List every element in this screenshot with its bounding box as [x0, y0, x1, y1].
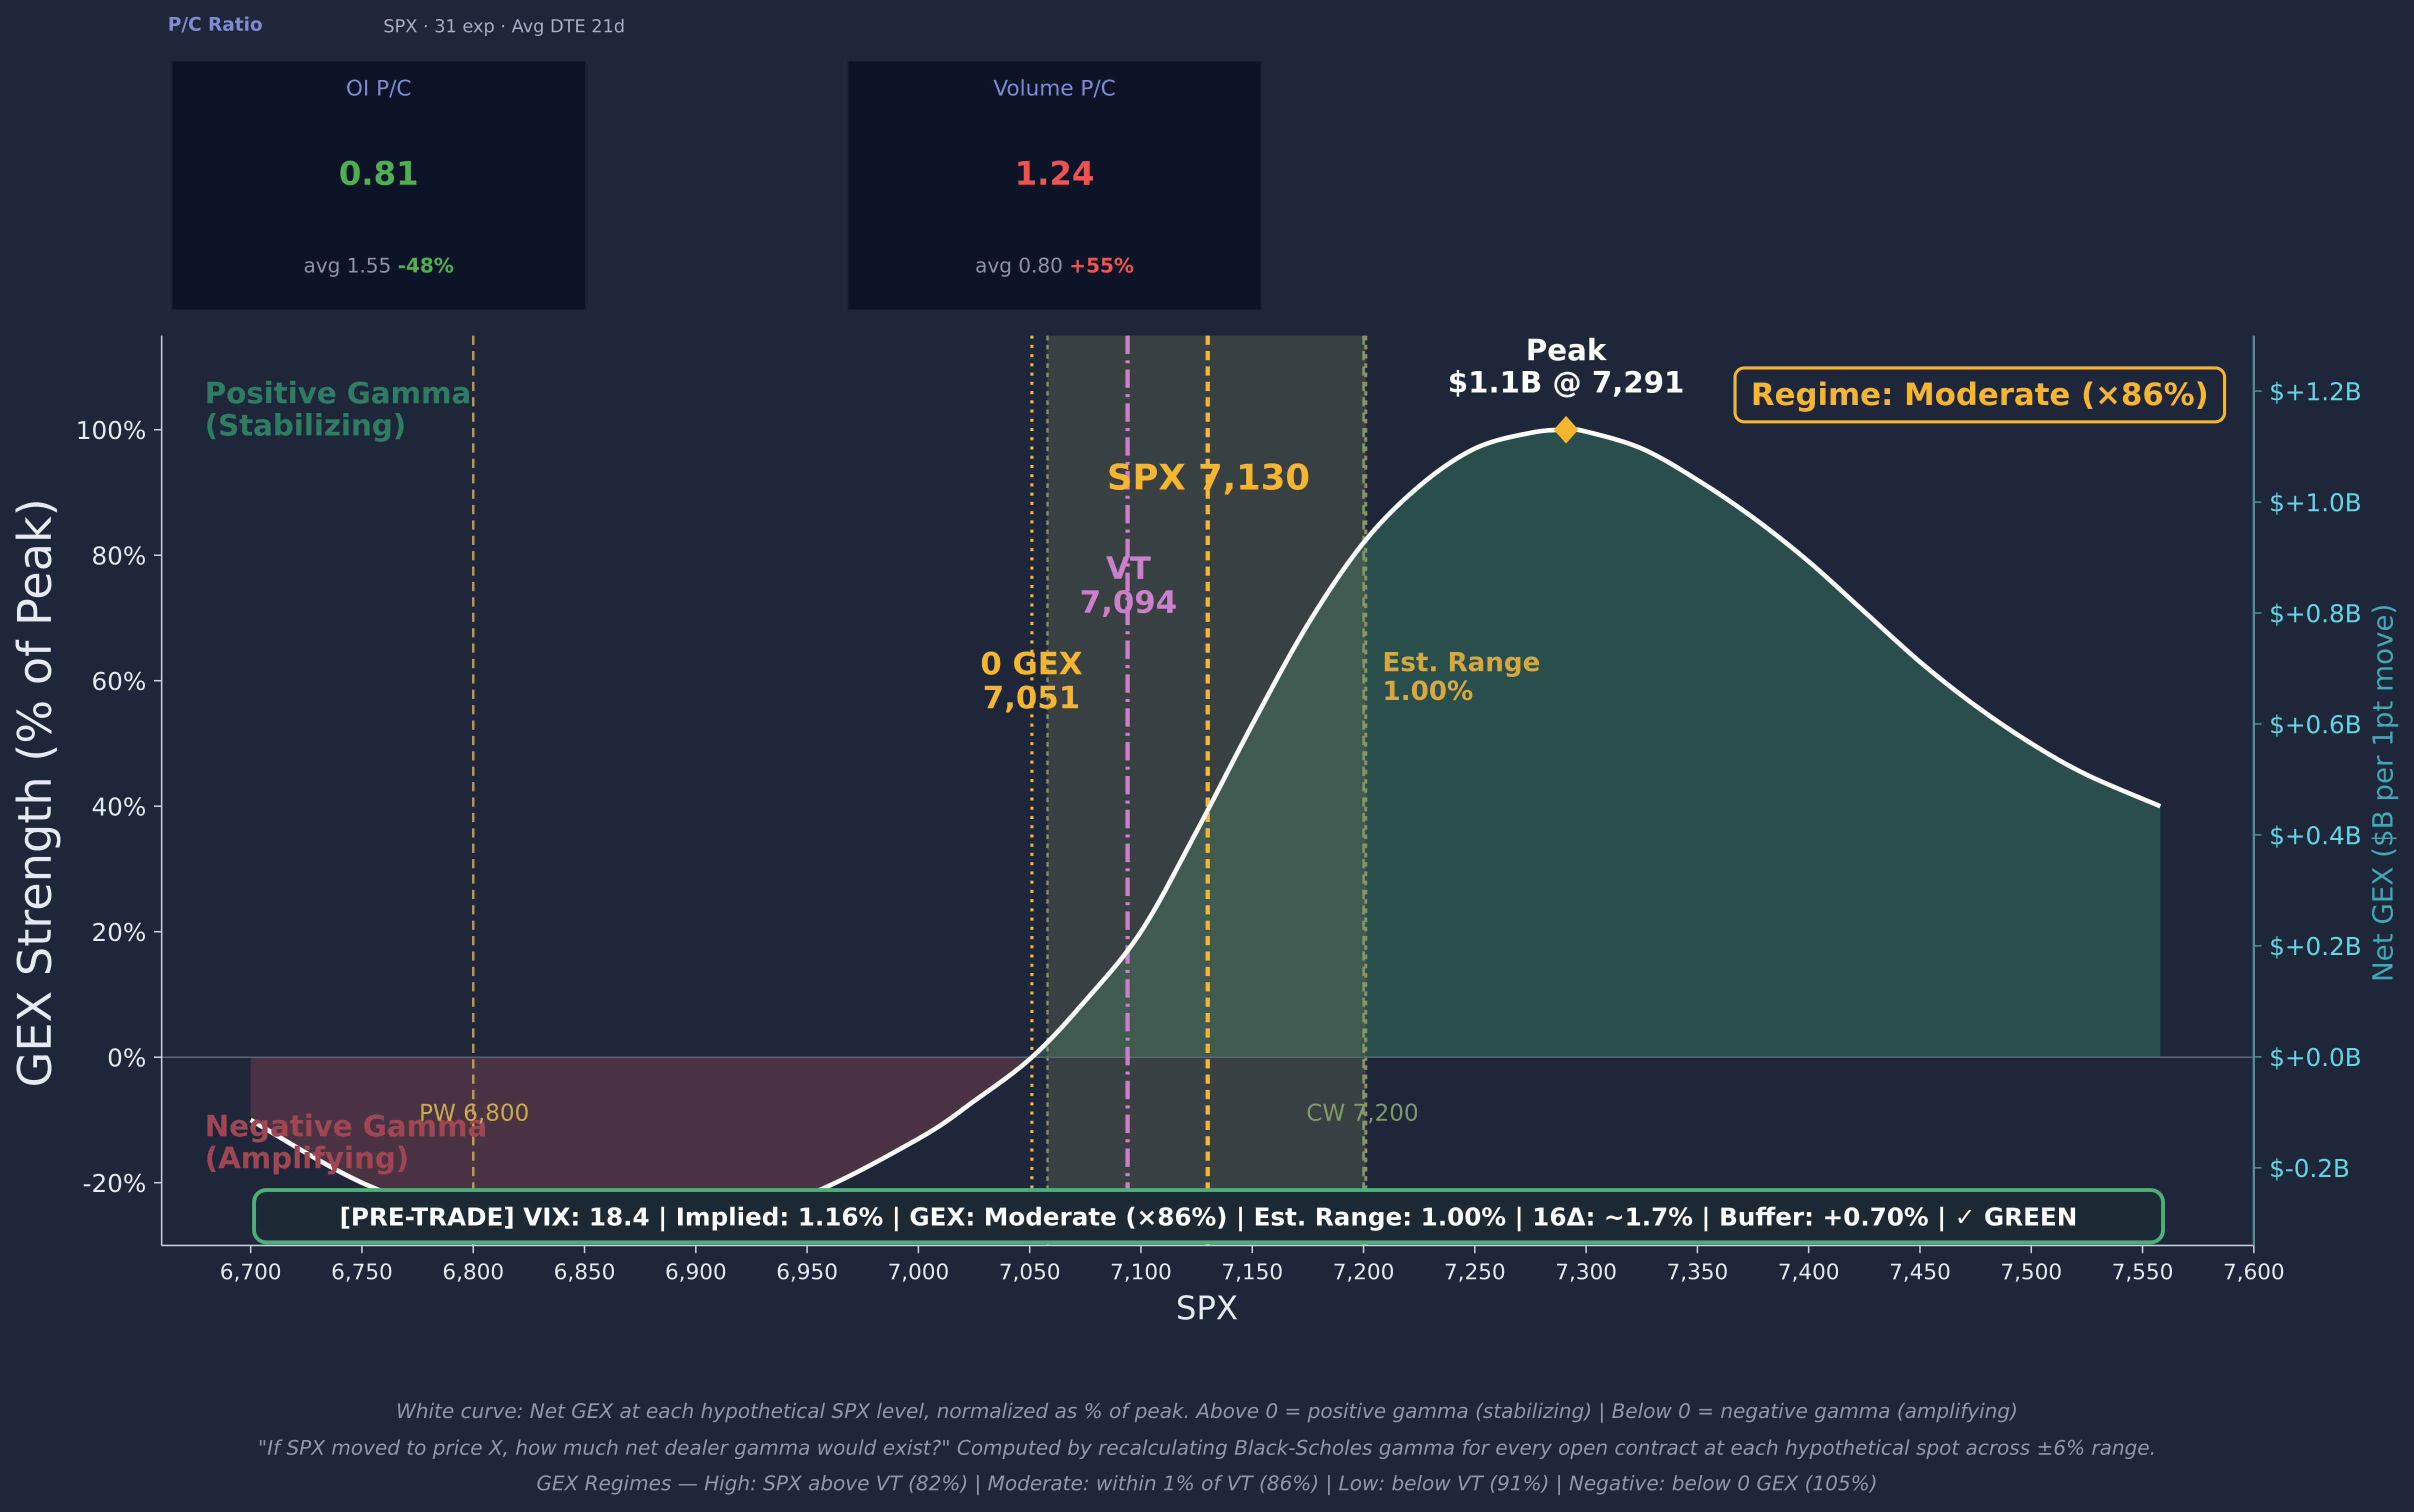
x-tick-label: 7,000 — [888, 1260, 949, 1285]
y2-tick-label: $+1.2B — [2269, 378, 2362, 406]
card-average: avg 0.80 +55% — [848, 256, 1261, 278]
x-tick-label: 6,850 — [554, 1260, 615, 1285]
y2-tick-label: $+1.0B — [2269, 488, 2362, 518]
card-average: avg 1.55 -48% — [172, 256, 585, 278]
x-tick-label: 7,550 — [2112, 1260, 2173, 1285]
y2-tick-label: $+0.0B — [2269, 1043, 2362, 1072]
x-tick-label: 7,500 — [2000, 1260, 2062, 1285]
status-bar: [PRE-TRADE] VIX: 18.4 | Implied: 1.16% |… — [252, 1188, 2165, 1244]
y-tick-label: 100% — [76, 416, 146, 445]
y-tick-label: 20% — [92, 918, 146, 947]
y2-tick-label: $+0.4B — [2269, 821, 2362, 850]
y2-tick-label: $-0.2B — [2269, 1154, 2350, 1183]
x-tick-label: 6,750 — [331, 1260, 392, 1285]
x-tick-label: 7,300 — [1556, 1260, 1617, 1285]
spx-label: SPX 7,130 — [1107, 456, 1310, 498]
card-title: OI P/C — [346, 76, 412, 102]
volume-pc-card: Volume P/C 1.24 avg 0.80 +55% — [846, 60, 1262, 311]
card-avg-label: avg 1.55 — [304, 256, 392, 279]
header-subtitle: SPX · 31 exp · Avg DTE 21d — [383, 15, 626, 37]
cw-label: CW 7,200 — [1306, 1100, 1419, 1126]
x-tick-label: 6,950 — [776, 1260, 838, 1285]
x-tick-label: 7,250 — [1444, 1260, 1506, 1285]
x-tick-label: 7,150 — [1222, 1260, 1283, 1285]
x-tick-label: 7,600 — [2223, 1260, 2284, 1285]
x-tick-label: 7,100 — [1110, 1260, 1172, 1285]
card-title: Volume P/C — [993, 76, 1116, 102]
zero-gex-label: 0 GEX 7,051 — [980, 646, 1082, 716]
vt-label: VT 7,094 — [1080, 550, 1178, 620]
y2-tick-label: $+0.8B — [2269, 599, 2362, 628]
positive-gamma-label: Positive Gamma (Stabilizing) — [205, 376, 472, 442]
header-title: P/C Ratio — [168, 14, 263, 36]
y2-axis-label: Net GEX ($B per 1pt move) — [2368, 604, 2400, 982]
y-tick-label: 60% — [92, 667, 146, 696]
card-value: 0.81 — [338, 155, 419, 192]
x-tick-label: 7,200 — [1332, 1260, 1394, 1285]
x-tick-label: 6,800 — [442, 1260, 504, 1285]
x-tick-label: 7,400 — [1778, 1260, 1840, 1285]
x-tick-label: 7,050 — [999, 1260, 1060, 1285]
x-tick-label: 7,450 — [1889, 1260, 1950, 1285]
footnote-1: White curve: Net GEX at each hypothetica… — [396, 1400, 2018, 1424]
y-tick-label: 80% — [92, 542, 146, 570]
footnote-3: GEX Regimes — High: SPX above VT (82%) |… — [536, 1473, 1878, 1496]
y-tick-label: -20% — [82, 1169, 146, 1198]
x-axis-label: SPX — [1176, 1290, 1238, 1328]
pw-label: PW 6,800 — [419, 1100, 529, 1126]
y-tick-label: 0% — [107, 1044, 146, 1072]
regime-text: Regime: Moderate (×86%) — [1751, 376, 2209, 412]
card-change: +55% — [1069, 256, 1134, 279]
status-text: [PRE-TRADE] VIX: 18.4 | Implied: 1.16% |… — [340, 1202, 2078, 1232]
card-value: 1.24 — [1014, 155, 1094, 192]
peak-label: Peak $1.1B @ 7,291 — [1448, 333, 1684, 399]
card-avg-label: avg 0.80 — [975, 256, 1063, 279]
negative-gamma-label: Negative Gamma (Amplifying) — [205, 1109, 488, 1175]
y2-tick-label: $+0.6B — [2269, 710, 2362, 739]
regime-badge: Regime: Moderate (×86%) — [1733, 366, 2226, 424]
card-change: -48% — [398, 256, 454, 279]
oi-pc-card: OI P/C 0.81 avg 1.55 -48% — [170, 60, 587, 311]
x-tick-label: 6,700 — [220, 1260, 282, 1285]
footnote-2: "If SPX moved to price X, how much net d… — [258, 1438, 2156, 1461]
y-tick-label: 40% — [92, 792, 146, 822]
x-tick-label: 7,350 — [1666, 1260, 1728, 1285]
y2-tick-label: $+0.2B — [2269, 932, 2362, 961]
status-box — [252, 1188, 2165, 1244]
est-range-label: Est. Range 1.00% — [1382, 647, 1540, 706]
y-axis-label: GEX Strength (% of Peak) — [8, 498, 62, 1088]
x-tick-label: 6,900 — [665, 1260, 726, 1285]
positive-gamma-area — [250, 429, 2160, 1058]
regime-box — [1733, 366, 2226, 424]
